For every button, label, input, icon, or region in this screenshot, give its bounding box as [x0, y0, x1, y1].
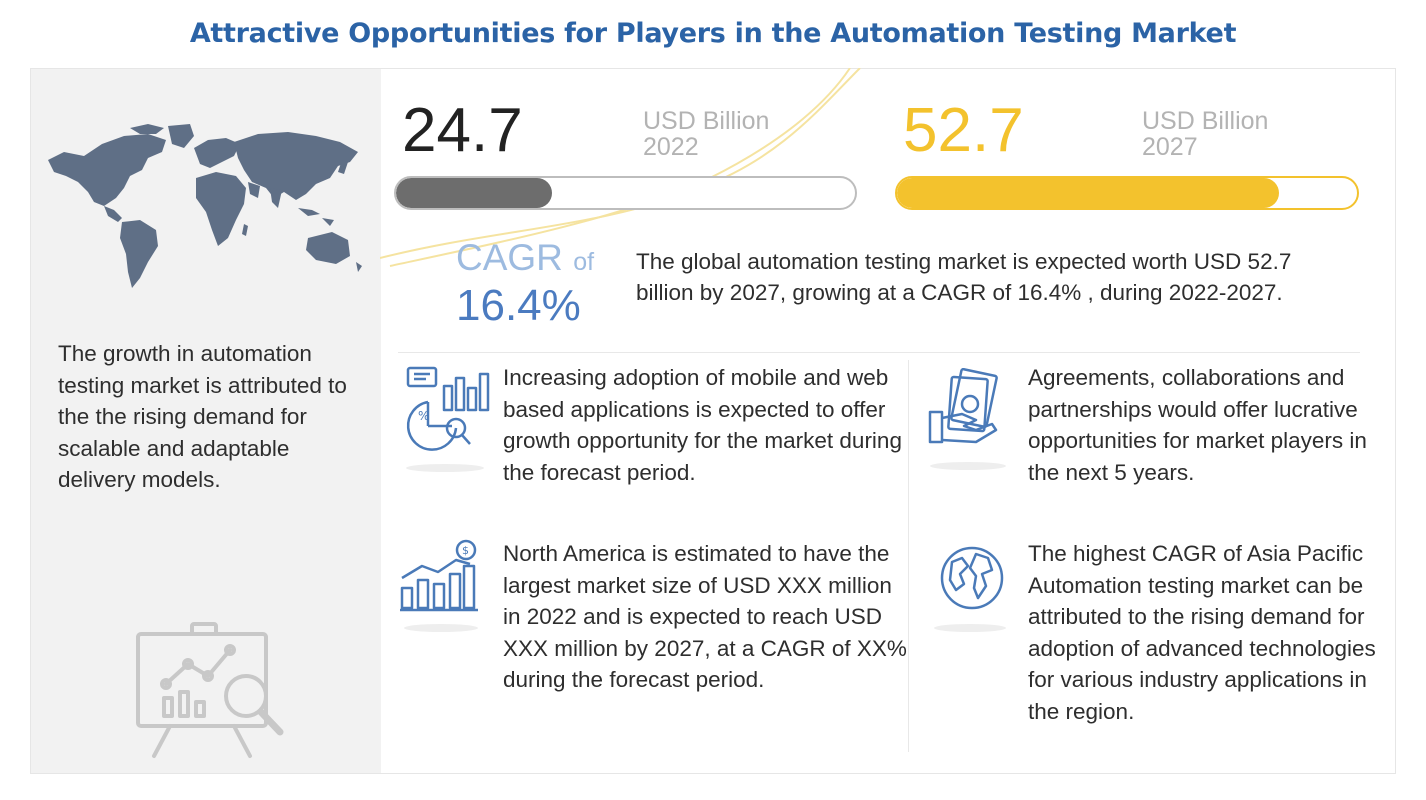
year-label: 2027 — [1142, 133, 1198, 161]
progress-bar-2027 — [895, 176, 1359, 210]
page-title: Attractive Opportunities for Players in … — [189, 18, 1237, 49]
svg-text:$: $ — [462, 544, 469, 557]
cagr-word: CAGR — [456, 237, 563, 278]
unit-label: USD Billion — [1142, 107, 1269, 135]
cagr-of: of — [573, 248, 595, 276]
handshake-money-icon — [928, 368, 998, 444]
insight-north-america: North America is estimated to have the l… — [503, 541, 907, 692]
globe-icon — [940, 546, 1004, 610]
cagr-value: 16.4% — [456, 281, 581, 330]
progress-fill-2027 — [897, 178, 1279, 208]
world-map-icon — [48, 124, 362, 288]
left-panel-text: The growth in automation testing market … — [58, 341, 347, 492]
insight-asia-pacific: The highest CAGR of Asia Pacific Automat… — [1028, 541, 1376, 724]
market-value-2027: 52.7 — [903, 96, 1024, 165]
market-summary: The global automation testing market is … — [636, 249, 1292, 305]
cagr-label: CAGR of — [456, 238, 594, 282]
market-value-2022: 24.7 — [402, 96, 523, 165]
icon-shadow — [930, 462, 1006, 470]
growth-chart-icon: $ — [400, 539, 478, 612]
market-unit-2027: USD Billion 2027 — [1142, 108, 1268, 160]
insight-partnerships: Agreements, collaborations and partnersh… — [1028, 365, 1367, 485]
market-unit-2022: USD Billion 2022 — [643, 108, 769, 160]
year-label: 2022 — [643, 133, 699, 161]
progress-fill-2022 — [396, 178, 553, 208]
icon-shadow — [934, 624, 1006, 632]
progress-bar-2022 — [394, 176, 857, 210]
divider-horizontal — [398, 352, 1360, 353]
divider-vertical — [908, 360, 909, 752]
icon-shadow — [404, 624, 478, 632]
presentation-board-icon — [136, 622, 284, 758]
svg-text:%: % — [418, 409, 429, 423]
insight-mobile-web-adoption: Increasing adoption of mobile and web ba… — [503, 365, 902, 485]
analytics-icon: % — [406, 366, 490, 451]
unit-label: USD Billion — [643, 107, 770, 135]
icon-shadow — [406, 464, 484, 472]
